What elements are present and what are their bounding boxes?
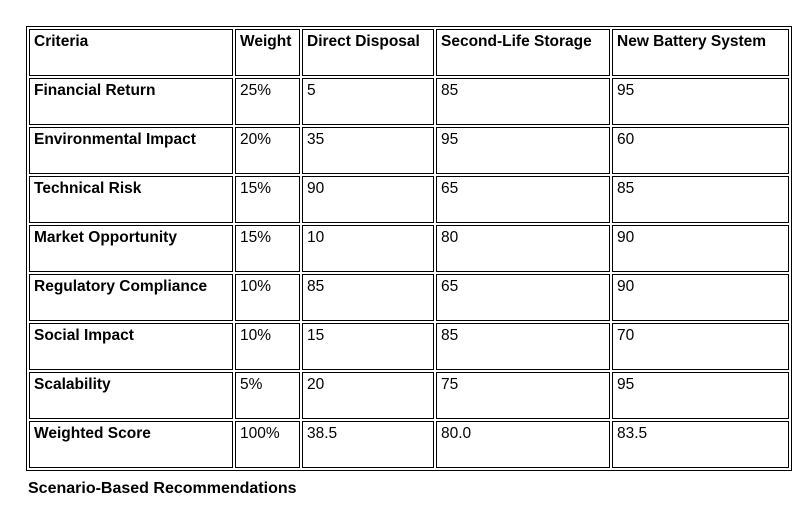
weight-cell: 5% <box>235 372 300 419</box>
score-cell: 60 <box>612 127 789 174</box>
score-cell: 85 <box>612 176 789 223</box>
score-cell: 95 <box>612 372 789 419</box>
criteria-cell: Technical Risk <box>29 176 233 223</box>
document-page: Criteria Weight Direct Disposal Second-L… <box>26 26 792 497</box>
weight-cell: 10% <box>235 323 300 370</box>
score-cell: 80 <box>436 225 610 272</box>
header-cell-second-life-storage: Second-Life Storage <box>436 29 610 76</box>
score-cell: 83.5 <box>612 421 789 468</box>
score-cell: 95 <box>612 78 789 125</box>
score-cell: 65 <box>436 274 610 321</box>
header-cell-criteria: Criteria <box>29 29 233 76</box>
score-cell: 90 <box>612 225 789 272</box>
weight-cell: 15% <box>235 176 300 223</box>
table-row: Regulatory Compliance 10% 85 65 90 <box>29 274 789 321</box>
score-cell: 38.5 <box>302 421 434 468</box>
criteria-cell: Environmental Impact <box>29 127 233 174</box>
score-cell: 80.0 <box>436 421 610 468</box>
table-row: Technical Risk 15% 90 65 85 <box>29 176 789 223</box>
score-cell: 10 <box>302 225 434 272</box>
weight-cell: 25% <box>235 78 300 125</box>
decision-matrix-table: Criteria Weight Direct Disposal Second-L… <box>26 26 792 471</box>
criteria-cell: Social Impact <box>29 323 233 370</box>
score-cell: 5 <box>302 78 434 125</box>
score-cell: 75 <box>436 372 610 419</box>
weight-cell: 100% <box>235 421 300 468</box>
weight-cell: 15% <box>235 225 300 272</box>
score-cell: 90 <box>302 176 434 223</box>
table-row: Market Opportunity 15% 10 80 90 <box>29 225 789 272</box>
table-row: Social Impact 10% 15 85 70 <box>29 323 789 370</box>
criteria-cell: Financial Return <box>29 78 233 125</box>
criteria-cell: Market Opportunity <box>29 225 233 272</box>
score-cell: 65 <box>436 176 610 223</box>
criteria-cell: Weighted Score <box>29 421 233 468</box>
table-row: Financial Return 25% 5 85 95 <box>29 78 789 125</box>
score-cell: 95 <box>436 127 610 174</box>
score-cell: 70 <box>612 323 789 370</box>
section-heading: Scenario-Based Recommendations <box>28 480 297 497</box>
weight-cell: 20% <box>235 127 300 174</box>
weight-cell: 10% <box>235 274 300 321</box>
header-cell-new-battery-system: New Battery System <box>612 29 789 76</box>
header-cell-direct-disposal: Direct Disposal <box>302 29 434 76</box>
score-cell: 15 <box>302 323 434 370</box>
table-row: Weighted Score 100% 38.5 80.0 83.5 <box>29 421 789 468</box>
score-cell: 85 <box>436 323 610 370</box>
criteria-cell: Scalability <box>29 372 233 419</box>
criteria-cell: Regulatory Compliance <box>29 274 233 321</box>
score-cell: 20 <box>302 372 434 419</box>
score-cell: 90 <box>612 274 789 321</box>
table-row: Scalability 5% 20 75 95 <box>29 372 789 419</box>
score-cell: 35 <box>302 127 434 174</box>
table-header-row: Criteria Weight Direct Disposal Second-L… <box>29 29 789 76</box>
score-cell: 85 <box>436 78 610 125</box>
table-row: Environmental Impact 20% 35 95 60 <box>29 127 789 174</box>
score-cell: 85 <box>302 274 434 321</box>
header-cell-weight: Weight <box>235 29 300 76</box>
